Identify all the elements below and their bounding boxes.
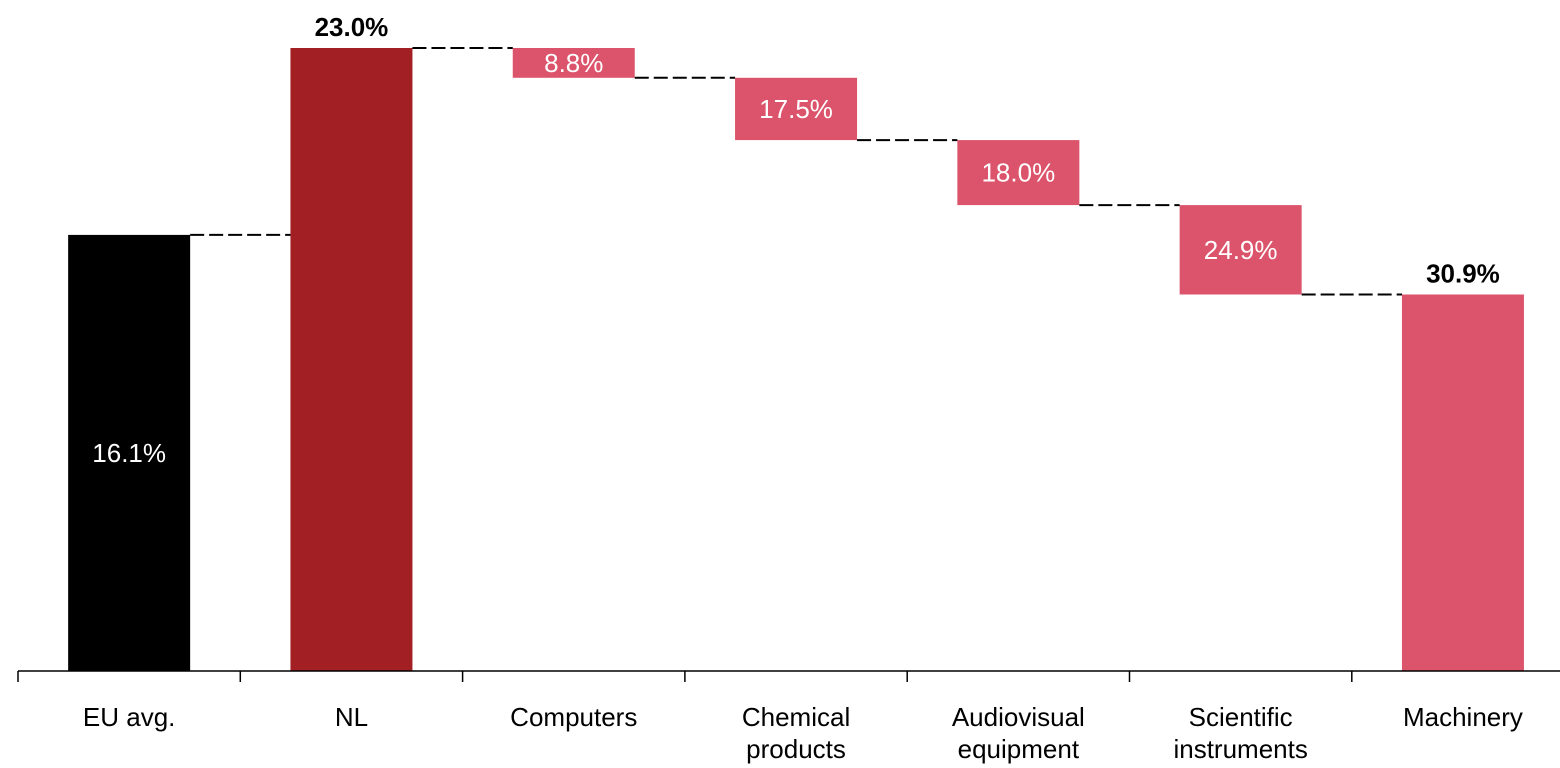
x-tick-label-chemical-products: Chemical products: [742, 702, 850, 764]
data-label-scientific-instruments: 24.9%: [1204, 235, 1278, 265]
data-label-computers: 8.8%: [544, 48, 603, 78]
x-tick-label-machinery: Machinery: [1403, 702, 1523, 732]
data-label-audiovisual-equipment: 18.0%: [981, 158, 1055, 188]
bar-chemical-products: [735, 77, 858, 141]
x-tick-label-eu-avg: EU avg.: [83, 702, 176, 732]
bar-machinery: [1401, 294, 1524, 671]
data-label-machinery: 30.9%: [1426, 258, 1500, 288]
x-tick-label-scientific-instruments: Scientific instruments: [1173, 702, 1307, 764]
x-tick-label-computers: Computers: [510, 702, 637, 732]
bar-scientific-instruments: [1179, 205, 1302, 295]
x-tick-label-nl: NL: [335, 702, 368, 732]
x-axis: EU avg. NL Computers Chemical products Audiov…: [17, 670, 1560, 764]
x-tick-label-audiovisual-equipment: Audiovisual equipment: [952, 702, 1085, 764]
bar-computers: [512, 48, 635, 78]
connector-group: [190, 47, 1402, 296]
bar-group: [68, 48, 1524, 671]
label-group: 16.1% 23.0% 8.8% 17.5% 18.0% 24.9% 30.9%: [92, 12, 1500, 468]
bar-audiovisual-equipment: [957, 140, 1080, 206]
bar-eu-avg: [68, 234, 191, 671]
bar-nl: [290, 48, 413, 671]
data-label-chemical-products: 17.5%: [759, 94, 833, 124]
data-label-eu-avg: 16.1%: [92, 438, 166, 468]
data-label-nl: 23.0%: [315, 12, 389, 42]
